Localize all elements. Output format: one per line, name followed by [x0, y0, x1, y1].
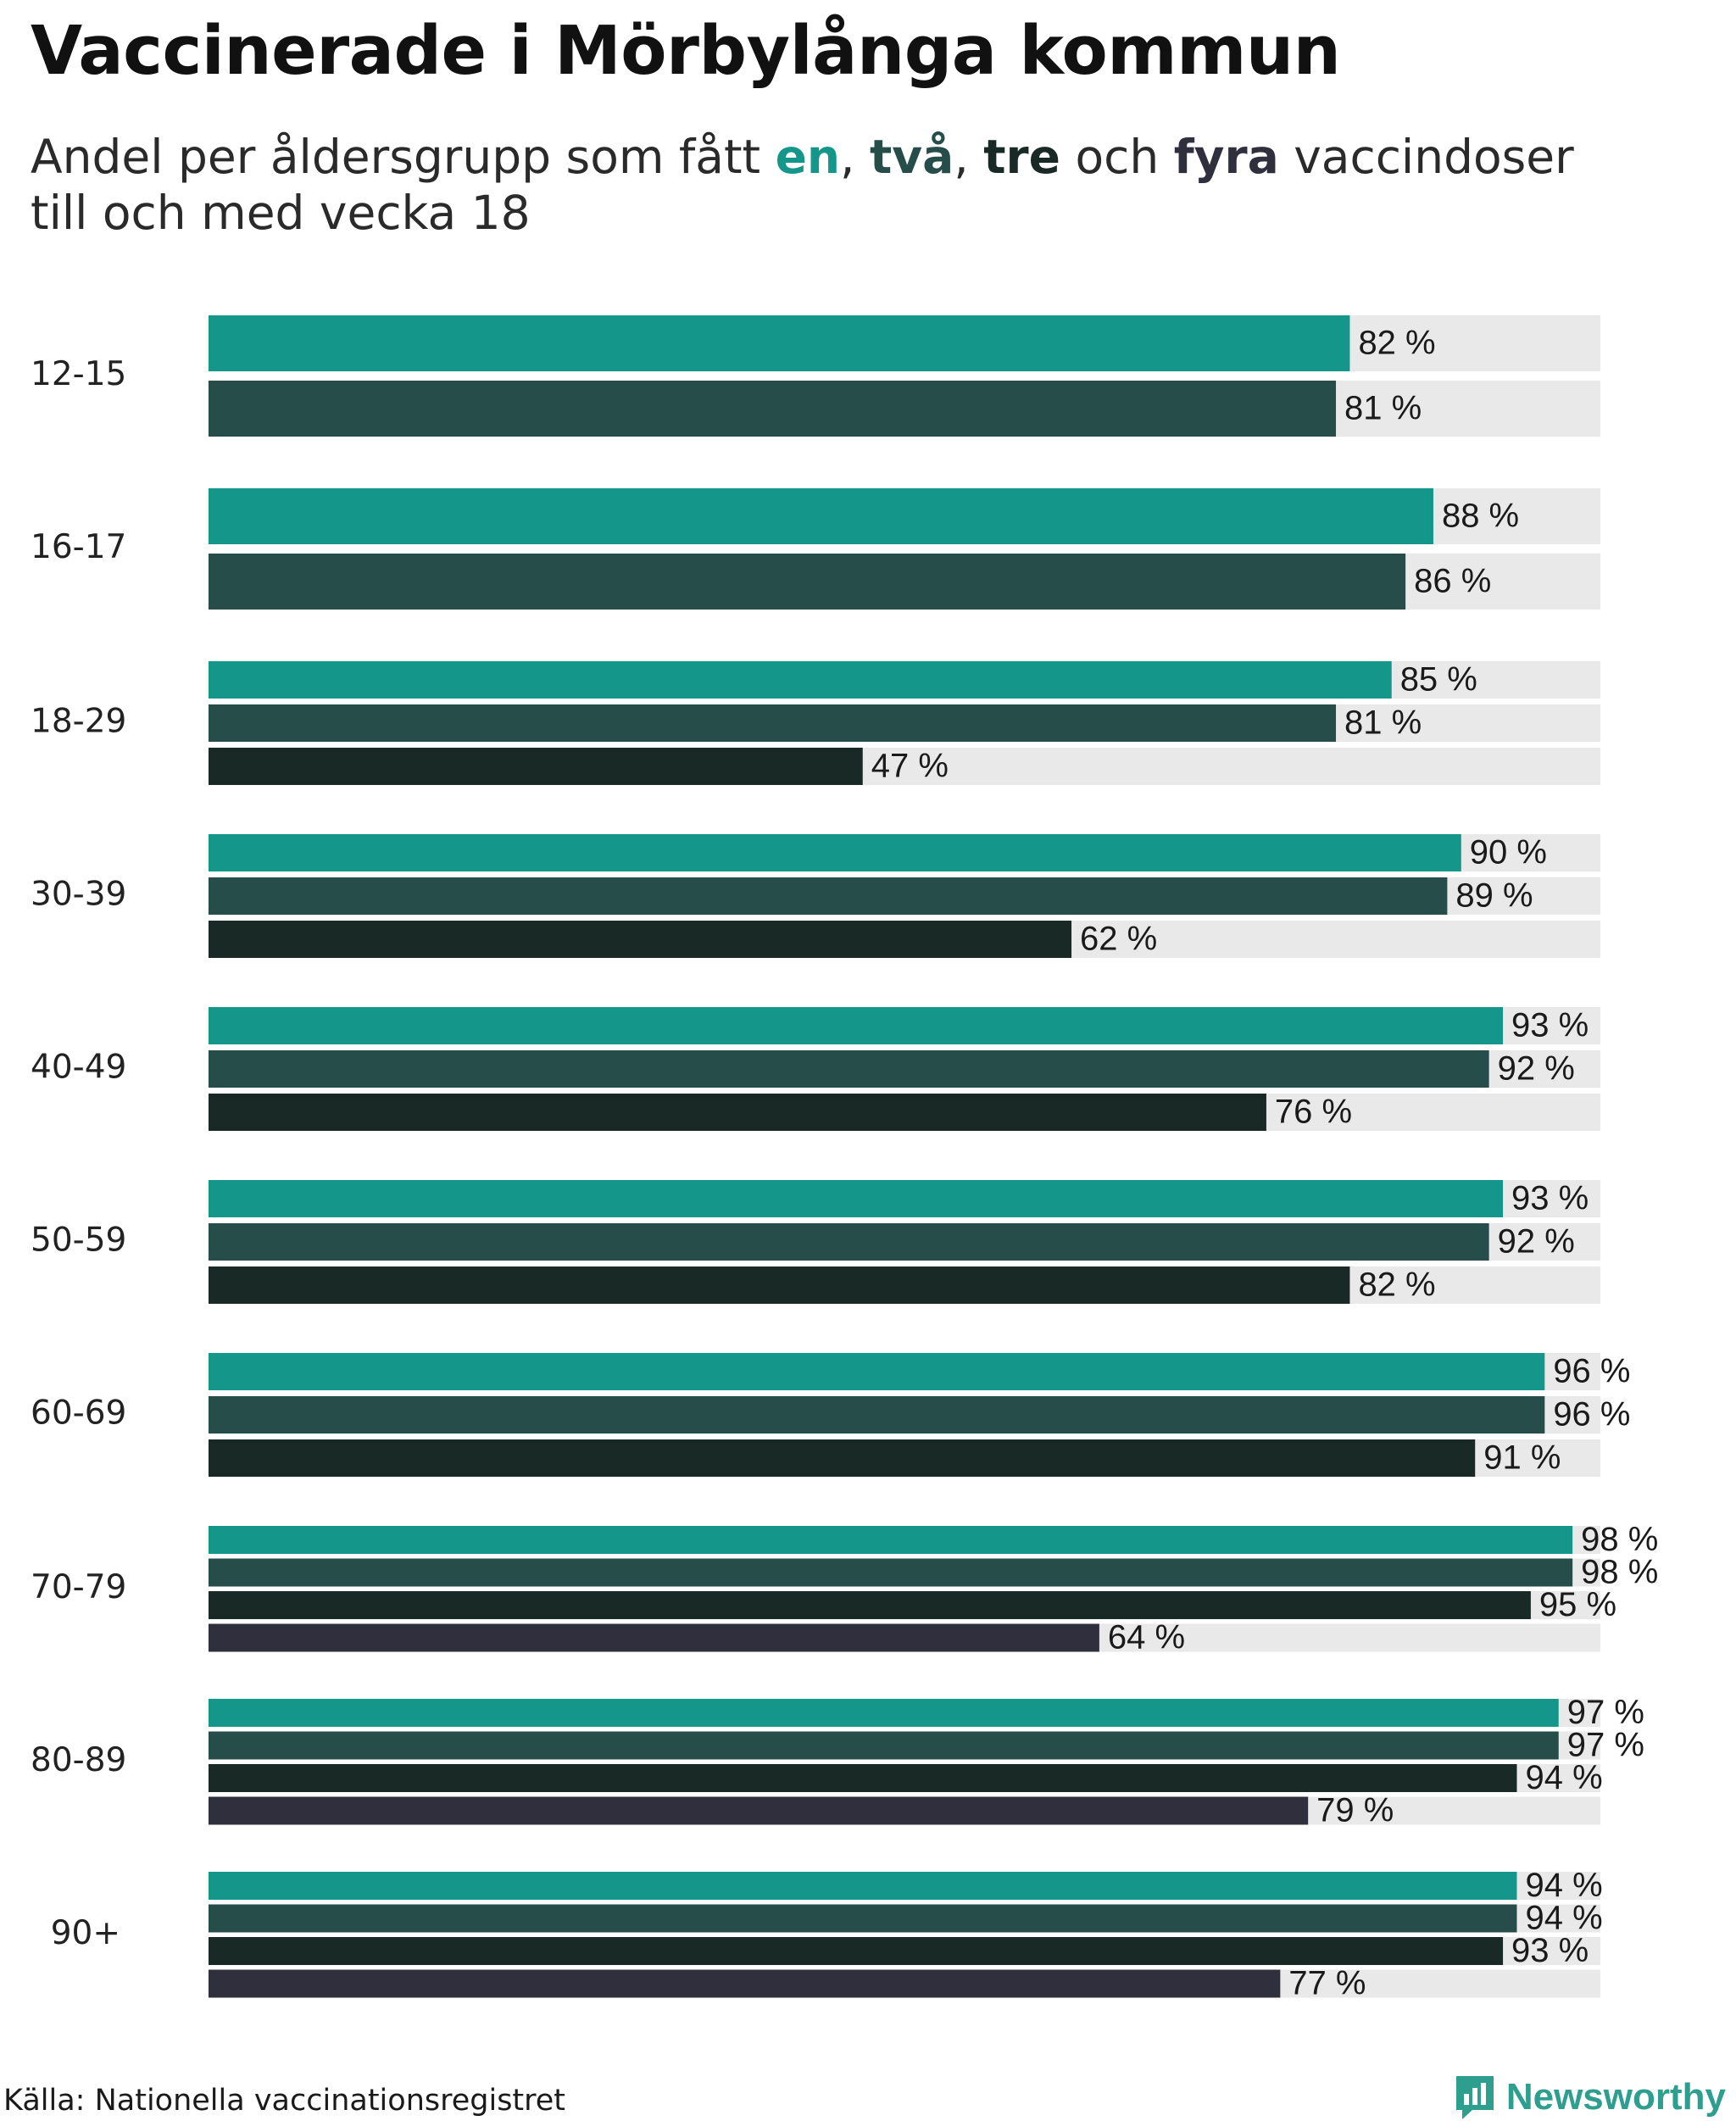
subtitle-line-1: Andel per åldersgrupp som fått en, två, …	[31, 129, 1641, 185]
data-label: 85 %	[1400, 661, 1477, 699]
group-label: 16-17	[31, 528, 126, 566]
bar-två	[209, 1558, 1573, 1587]
bar-två	[209, 1731, 1559, 1760]
data-label: 82 %	[1358, 325, 1435, 362]
data-label: 88 %	[1442, 498, 1519, 535]
data-label: 97 %	[1567, 1694, 1644, 1731]
legend-dose-2: två	[870, 130, 954, 184]
data-label: 93 %	[1511, 1007, 1589, 1044]
data-label: 98 %	[1581, 1554, 1658, 1591]
data-label: 86 %	[1414, 563, 1491, 600]
subtitle-line-2: till och med vecka 18	[31, 186, 531, 240]
data-label: 92 %	[1498, 1050, 1575, 1088]
newsworthy-logo-icon	[1455, 2076, 1494, 2119]
data-label: 81 %	[1344, 704, 1422, 742]
group-label: 40-49	[31, 1049, 126, 1087]
data-label: 97 %	[1567, 1727, 1644, 1764]
bar-två	[209, 1050, 1489, 1088]
bar-en	[209, 488, 1433, 544]
group-label: 18-29	[31, 703, 126, 741]
chart-title: Vaccinerade i Mörbylånga kommun	[31, 12, 1341, 90]
bar-en	[209, 1180, 1504, 1217]
data-label: 81 %	[1344, 390, 1422, 427]
bar-en	[209, 1353, 1545, 1390]
data-label: 94 %	[1525, 1759, 1602, 1796]
subtitle-sep-1: ,	[840, 130, 871, 184]
newsworthy-logo: Newsworthy	[1454, 2074, 1726, 2121]
bar-chart: 12-15 82 % 81 % 16-17 88 % 86 % 18-29 85 % 81 % 4…	[31, 315, 1658, 2002]
legend-dose-4: fyra	[1173, 130, 1279, 184]
chart-subtitle: Andel per åldersgrupp som fått en, två, …	[31, 129, 1641, 241]
group-label: 70-79	[31, 1568, 126, 1606]
bar-två	[209, 1223, 1489, 1261]
bar-en	[209, 1872, 1517, 1900]
subtitle-prefix: Andel per åldersgrupp som fått	[31, 130, 776, 184]
bar-en	[209, 834, 1461, 871]
bar-tre	[209, 1439, 1476, 1477]
data-label: 77 %	[1288, 1965, 1366, 2002]
data-label: 94 %	[1525, 1900, 1602, 1937]
data-label: 47 %	[871, 748, 949, 785]
group-label: 50-59	[31, 1222, 126, 1260]
bar-fyra	[209, 1969, 1281, 1998]
data-label: 96 %	[1553, 1396, 1630, 1433]
data-label: 93 %	[1511, 1180, 1589, 1217]
data-label: 90 %	[1470, 834, 1547, 871]
newsworthy-logo-text: Newsworthy	[1505, 2076, 1726, 2118]
data-label: 98 %	[1581, 1521, 1658, 1558]
bar-två	[209, 554, 1406, 610]
bar-tre	[209, 748, 863, 785]
subtitle-mid: och	[1060, 130, 1174, 184]
source-note: Källa: Nationella vaccinationsregistret	[3, 2084, 566, 2118]
data-label: 95 %	[1539, 1586, 1616, 1623]
data-label: 79 %	[1316, 1792, 1394, 1829]
bar-två	[209, 877, 1448, 915]
bar-tre	[209, 1591, 1531, 1619]
bar-en	[209, 315, 1350, 371]
bar-fyra	[209, 1796, 1309, 1825]
bar-en	[209, 661, 1392, 699]
data-label: 89 %	[1455, 877, 1533, 915]
data-label: 62 %	[1080, 921, 1157, 958]
data-label: 93 %	[1511, 1932, 1589, 1969]
bar-en	[209, 1699, 1559, 1727]
subtitle-sep-2: ,	[954, 130, 984, 184]
bar-tre	[209, 1266, 1350, 1304]
bar-tre	[209, 1937, 1504, 1965]
bar-en	[209, 1007, 1504, 1044]
data-label: 91 %	[1483, 1439, 1561, 1477]
legend-dose-1: en	[775, 130, 841, 184]
group-label: 60-69	[31, 1395, 126, 1433]
bar-tre	[209, 1764, 1517, 1792]
data-label: 94 %	[1525, 1867, 1602, 1904]
bar-två	[209, 704, 1337, 742]
bar-fyra	[209, 1623, 1099, 1652]
bar-tre	[209, 1094, 1266, 1131]
bar-två	[209, 1396, 1545, 1433]
data-label: 92 %	[1498, 1223, 1575, 1261]
group-label: 90+	[51, 1914, 120, 1952]
bar-två	[209, 381, 1337, 437]
bar-en	[209, 1526, 1573, 1554]
subtitle-suffix: vaccindoser	[1278, 130, 1574, 184]
group-label: 12-15	[31, 355, 126, 393]
data-label: 96 %	[1553, 1353, 1630, 1390]
group-label: 30-39	[31, 876, 126, 914]
data-label: 82 %	[1358, 1266, 1435, 1304]
group-label: 80-89	[31, 1741, 126, 1779]
legend-dose-3: tre	[983, 130, 1060, 184]
bar-två	[209, 1904, 1517, 1933]
bar-tre	[209, 921, 1072, 958]
data-label: 76 %	[1275, 1094, 1352, 1131]
data-label: 64 %	[1108, 1619, 1185, 1656]
